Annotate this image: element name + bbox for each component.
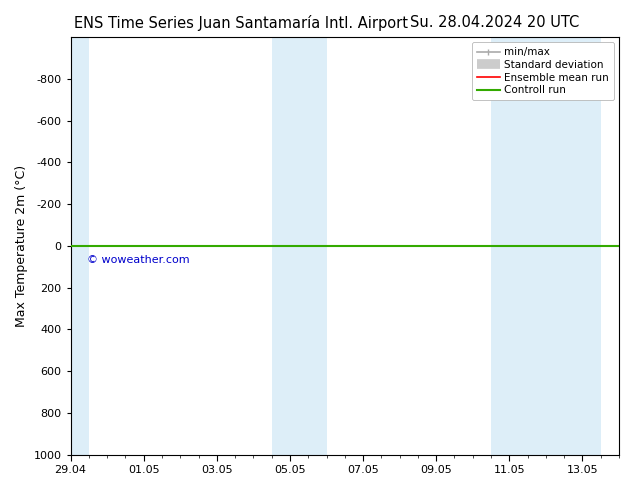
Bar <box>272 37 327 455</box>
Y-axis label: Max Temperature 2m (°C): Max Temperature 2m (°C) <box>15 165 28 327</box>
Text: Su. 28.04.2024 20 UTC: Su. 28.04.2024 20 UTC <box>410 15 579 30</box>
Bar <box>491 37 601 455</box>
Bar <box>70 37 89 455</box>
Text: ENS Time Series Juan Santamaría Intl. Airport: ENS Time Series Juan Santamaría Intl. Ai… <box>74 15 408 31</box>
Text: © woweather.com: © woweather.com <box>87 255 190 266</box>
Legend: min/max, Standard deviation, Ensemble mean run, Controll run: min/max, Standard deviation, Ensemble me… <box>472 42 614 100</box>
